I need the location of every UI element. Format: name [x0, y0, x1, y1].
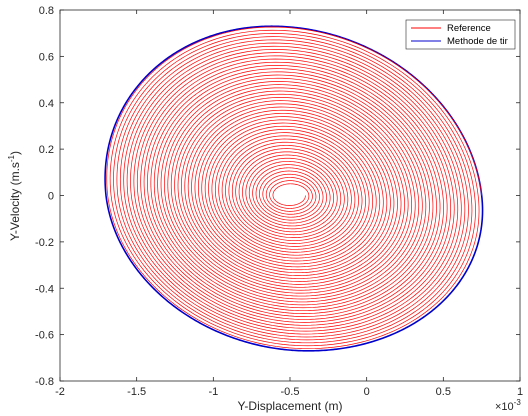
- curves-group: [104, 25, 484, 352]
- y-tick-label: 0.2: [39, 144, 54, 156]
- y-tick-label: -0.6: [35, 330, 54, 342]
- series-methode-de-tir-line: [104, 25, 484, 352]
- x-axis-multiplier: ×10-3: [495, 398, 521, 413]
- legend-box: [405, 19, 516, 50]
- x-axis-ticks: -2 -1.5 -1 -0.5 0 0.5 1: [55, 10, 523, 398]
- y-axis-label: Y-Velocity (m.s-1): [7, 151, 22, 241]
- x-axis-multiplier-base: ×10: [495, 401, 514, 413]
- series-reference-line: [106, 26, 483, 350]
- legend-label-reference: Reference: [447, 23, 491, 34]
- y-axis-ticks: -0.8 -0.6 -0.4 -0.2 0 0.2 0.4 0.6 0.8: [35, 5, 520, 388]
- y-axis-label-main: Y-Velocity (m.s: [8, 162, 22, 241]
- x-tick-label: -1.5: [127, 386, 146, 398]
- legend-label-methode-de-tir: Methode de tir: [447, 36, 508, 47]
- x-tick-label: 0: [364, 386, 370, 398]
- y-tick-label: 0: [48, 191, 54, 203]
- x-tick-label: 0.5: [436, 386, 451, 398]
- x-tick-label: 1: [517, 386, 523, 398]
- y-tick-label: 0.4: [39, 98, 54, 110]
- legend: Reference Methode de tir: [405, 19, 516, 50]
- y-tick-label: 0.6: [39, 51, 54, 63]
- y-tick-label: -0.8: [35, 376, 54, 388]
- x-axis-multiplier-exponent: -3: [514, 398, 522, 407]
- y-tick-label: -0.4: [35, 283, 54, 295]
- x-axis-label: Y-Displacement (m): [238, 399, 343, 413]
- x-tick-label: -0.5: [281, 386, 300, 398]
- y-tick-label: 0.8: [39, 5, 54, 17]
- x-tick-label: -2: [55, 386, 65, 398]
- y-axis-label-close: ): [8, 151, 22, 155]
- x-tick-label: -1: [208, 386, 218, 398]
- y-tick-label: -0.2: [35, 237, 54, 249]
- y-axis-label-exponent: -1: [7, 154, 16, 162]
